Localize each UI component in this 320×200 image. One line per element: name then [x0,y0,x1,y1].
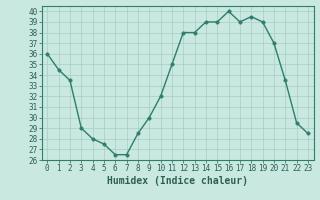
X-axis label: Humidex (Indice chaleur): Humidex (Indice chaleur) [107,176,248,186]
